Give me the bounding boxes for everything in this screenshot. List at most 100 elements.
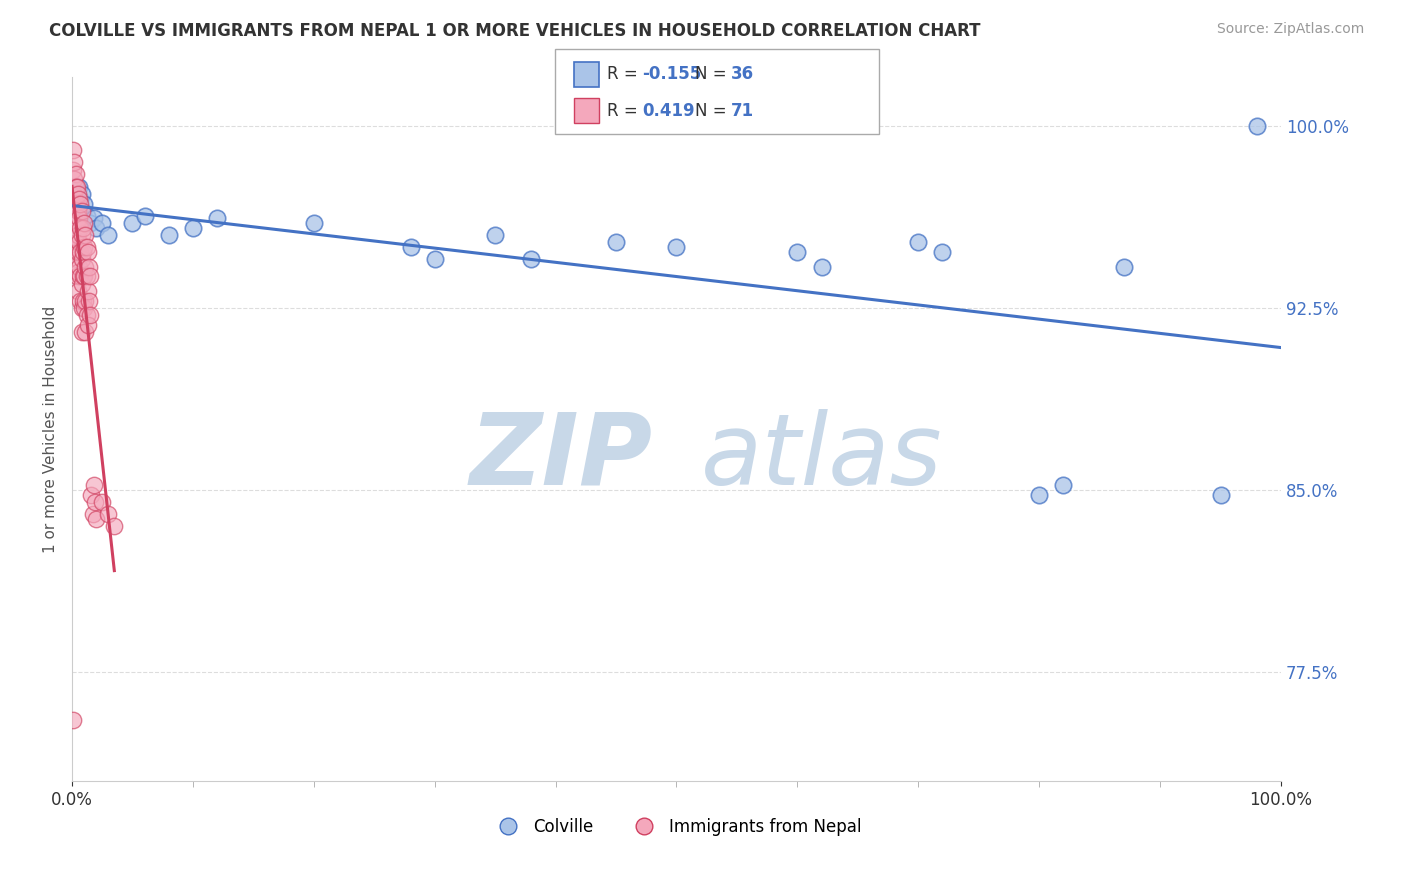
Point: [77, 293, 100, 308]
Point: [70, 203, 93, 218]
Text: N =: N =: [695, 102, 731, 120]
Point: [62, 714, 84, 728]
Point: [399, 240, 422, 254]
Point: [69, 245, 91, 260]
Point: [72, 269, 94, 284]
Point: [786, 245, 808, 260]
Point: [67, 228, 90, 243]
Point: [62, 143, 84, 157]
Point: [67, 211, 90, 226]
Point: [73, 196, 96, 211]
Point: [72, 293, 94, 308]
Text: N =: N =: [695, 65, 731, 83]
Point: [69, 269, 91, 284]
Point: [62, 162, 84, 177]
Text: COLVILLE VS IMMIGRANTS FROM NEPAL 1 OR MORE VEHICLES IN HOUSEHOLD CORRELATION CH: COLVILLE VS IMMIGRANTS FROM NEPAL 1 OR M…: [49, 22, 981, 40]
Point: [73, 240, 96, 254]
Point: [67, 260, 90, 274]
Point: [73, 216, 96, 230]
Point: [65, 196, 87, 211]
Point: [77, 260, 100, 274]
Point: [72, 245, 94, 260]
Point: [76, 209, 98, 223]
Point: [484, 228, 506, 243]
Point: [67, 192, 90, 206]
Text: Source: ZipAtlas.com: Source: ZipAtlas.com: [1216, 22, 1364, 37]
Point: [1052, 478, 1074, 492]
Point: [67, 179, 90, 194]
Point: [73, 301, 96, 315]
Point: [205, 211, 228, 226]
Point: [1209, 488, 1232, 502]
Point: [82, 507, 104, 521]
Point: [157, 228, 180, 243]
Point: [66, 196, 89, 211]
Point: [67, 235, 90, 250]
Point: [67, 196, 90, 211]
Point: [84, 512, 107, 526]
Point: [70, 325, 93, 339]
Text: ZIP: ZIP: [470, 409, 652, 506]
Point: [65, 228, 87, 243]
Point: [76, 269, 98, 284]
Point: [605, 235, 627, 250]
Point: [103, 519, 125, 533]
Point: [69, 293, 91, 308]
Point: [65, 245, 87, 260]
Point: [67, 264, 90, 278]
Text: atlas: atlas: [700, 409, 942, 506]
Point: [73, 269, 96, 284]
Point: [79, 216, 101, 230]
Point: [72, 203, 94, 218]
Point: [66, 252, 89, 267]
Point: [97, 507, 120, 521]
Point: [63, 172, 86, 186]
Point: [66, 216, 89, 230]
Point: [810, 260, 832, 274]
Point: [69, 196, 91, 211]
Point: [91, 495, 114, 509]
Legend: Colville, Immigrants from Nepal: Colville, Immigrants from Nepal: [485, 812, 868, 843]
Point: [83, 211, 105, 226]
Point: [76, 308, 98, 322]
Point: [67, 245, 90, 260]
Point: [1246, 119, 1268, 133]
Point: [70, 186, 93, 201]
Point: [70, 277, 93, 291]
Point: [1112, 260, 1135, 274]
Text: R =: R =: [607, 102, 644, 120]
Point: [66, 186, 89, 201]
Point: [520, 252, 543, 267]
Y-axis label: 1 or more Vehicles in Household: 1 or more Vehicles in Household: [44, 306, 58, 553]
Point: [67, 186, 90, 201]
Text: R =: R =: [607, 65, 644, 83]
Point: [63, 192, 86, 206]
Point: [63, 155, 86, 169]
Point: [75, 325, 97, 339]
Point: [63, 196, 86, 211]
Point: [181, 220, 204, 235]
Point: [69, 192, 91, 206]
Point: [665, 240, 688, 254]
Point: [70, 228, 93, 243]
Point: [66, 269, 89, 284]
Point: [121, 216, 143, 230]
Point: [63, 186, 86, 201]
Point: [70, 252, 93, 267]
Point: [76, 284, 98, 298]
Point: [65, 179, 87, 194]
Point: [79, 308, 101, 322]
Point: [302, 216, 325, 230]
Point: [79, 269, 101, 284]
Point: [69, 220, 91, 235]
Point: [76, 245, 98, 260]
Point: [65, 168, 87, 182]
Point: [423, 252, 446, 267]
Point: [931, 245, 953, 260]
Point: [91, 216, 114, 230]
Point: [75, 260, 97, 274]
Point: [66, 235, 89, 250]
Text: 0.419: 0.419: [643, 102, 695, 120]
Text: 36: 36: [731, 65, 754, 83]
Point: [70, 301, 93, 315]
